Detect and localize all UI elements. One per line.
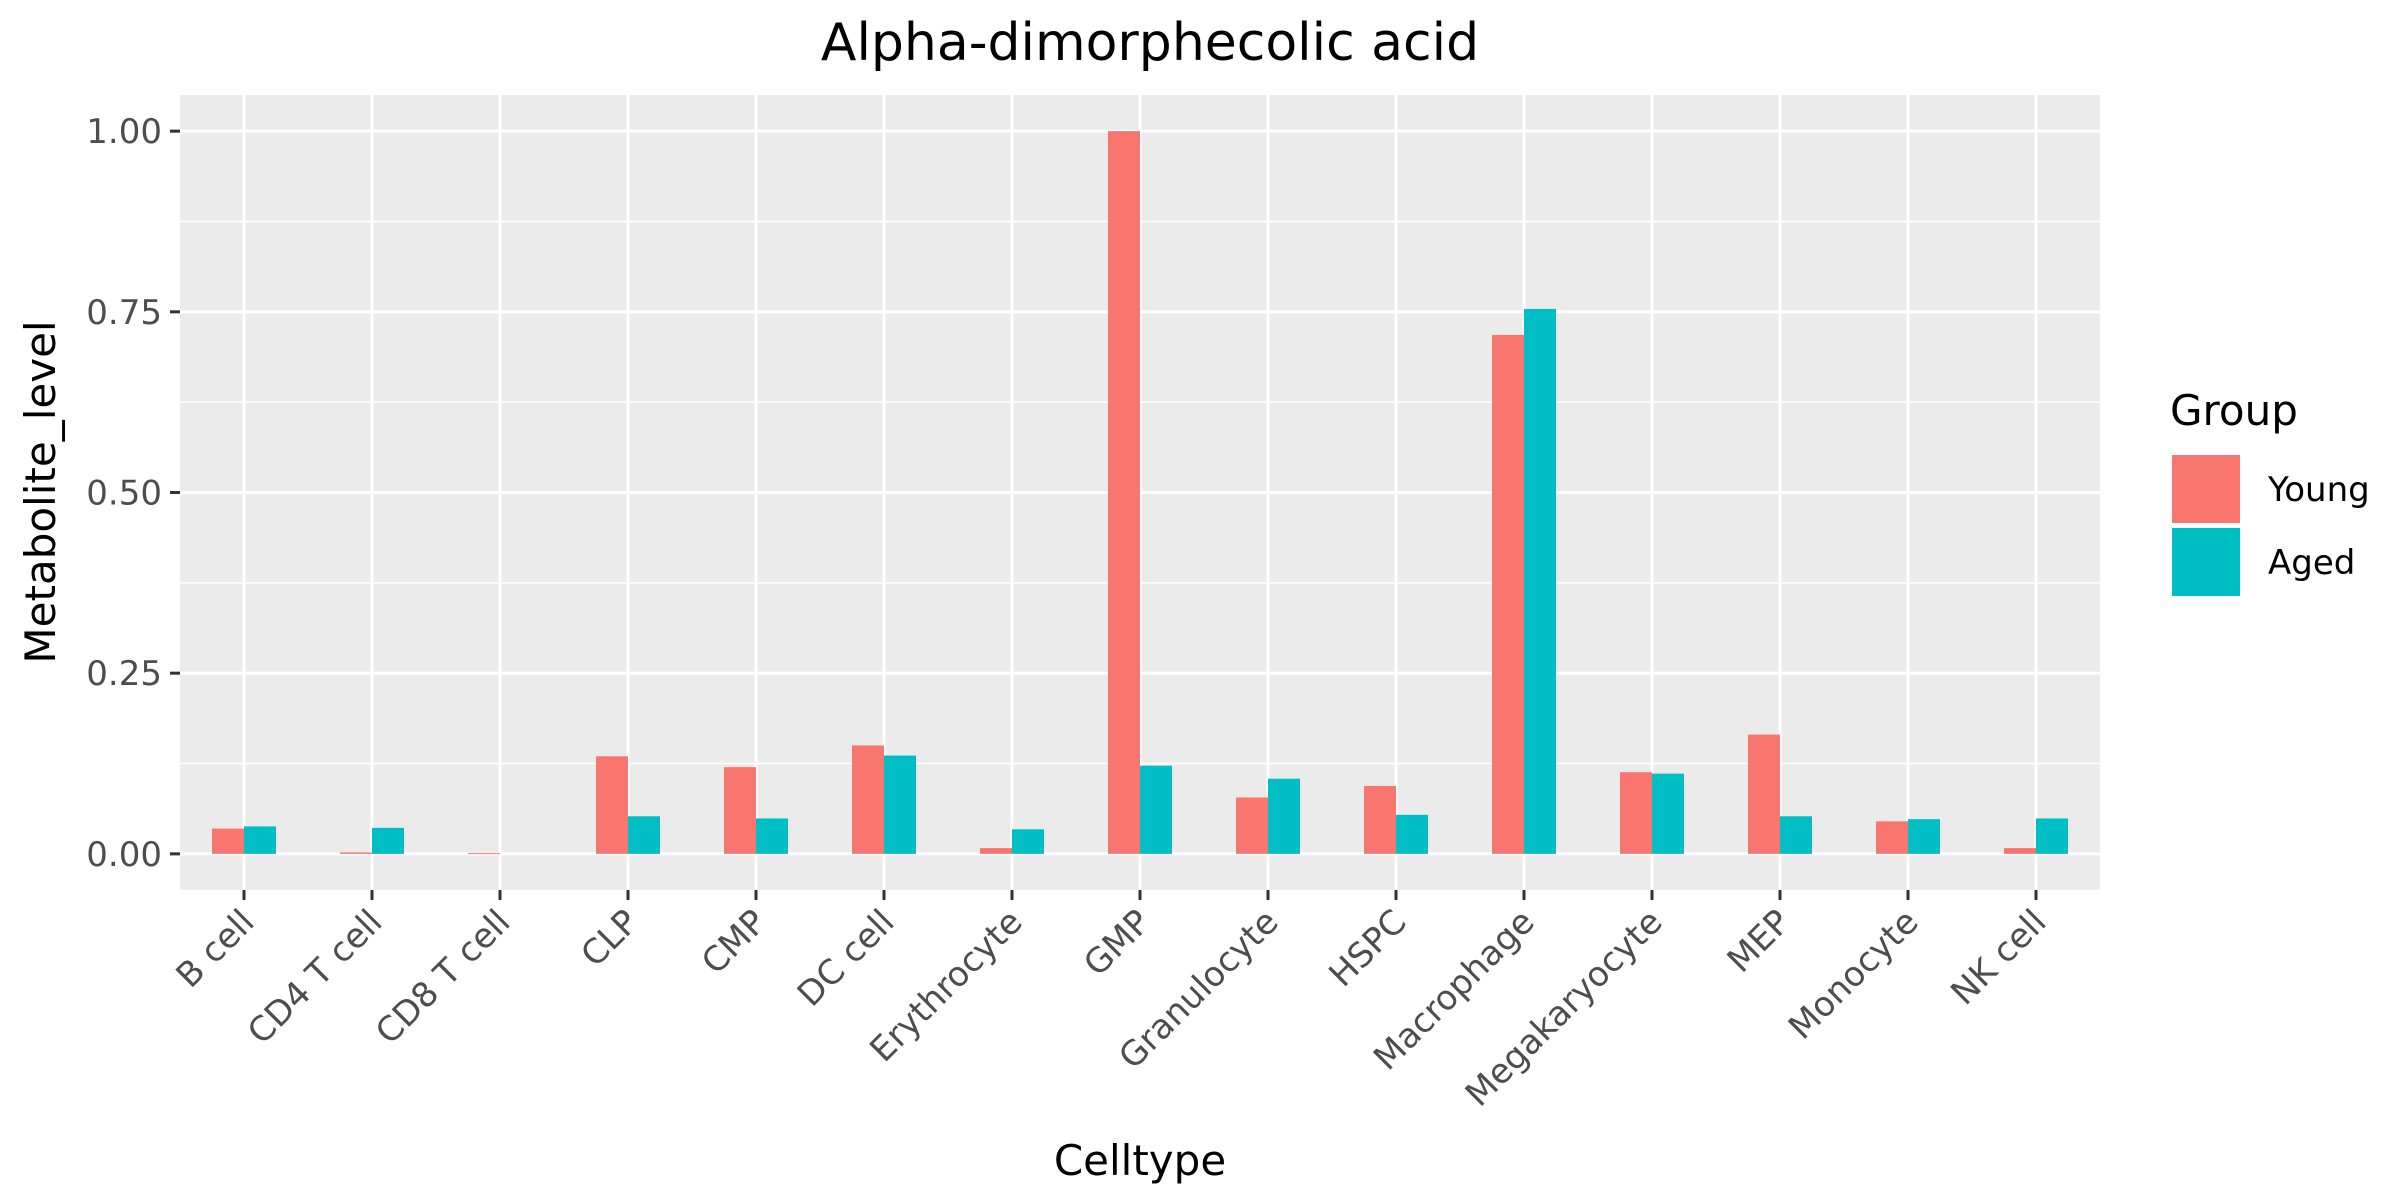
y-tick-label: 0.25 [86, 654, 162, 694]
x-tick-label: CMP [694, 902, 774, 982]
bar-young-macrophage [1492, 334, 1524, 854]
bar-aged-clp [628, 816, 660, 854]
bar-young-dc-cell [852, 745, 884, 854]
bar-aged-mep [1780, 816, 1812, 854]
bar-young-nk-cell [2004, 848, 2036, 854]
bar-aged-gmp [1140, 765, 1172, 854]
x-tick-label: MEP [1720, 902, 1799, 981]
bar-young-b-cell [212, 828, 244, 854]
bar-aged-granulocyte [1268, 778, 1300, 854]
bar-young-hspc [1364, 785, 1396, 854]
x-tick-label: NK cell [1943, 902, 2054, 1013]
bar-young-cd8-t-cell [468, 853, 500, 855]
bar-aged-megakaryocyte [1652, 773, 1684, 854]
bar-aged-dc-cell [884, 755, 916, 854]
bar-aged-nk-cell [2036, 818, 2068, 854]
bar-aged-erythrocyte [1012, 829, 1044, 854]
bar-young-gmp [1108, 131, 1140, 854]
legend-key-aged [2172, 528, 2240, 596]
x-tick-label: CD4 T cell [240, 902, 390, 1052]
legend: Group Young Aged [2170, 386, 2370, 596]
y-tick-label: 0.75 [86, 293, 162, 333]
bar-young-clp [596, 756, 628, 854]
legend-label-young: Young [2267, 470, 2370, 510]
bar-aged-cd4-t-cell [372, 827, 404, 854]
bar-young-megakaryocyte [1620, 772, 1652, 854]
y-tick-label: 1.00 [86, 112, 162, 152]
x-tick-label: CLP [573, 902, 646, 975]
y-axis-title: Metabolite_level [16, 320, 65, 663]
bar-young-granulocyte [1236, 797, 1268, 854]
x-tick-label: B cell [169, 902, 263, 996]
y-tick-label: 0.50 [86, 474, 162, 514]
x-tick-label: DC cell [790, 902, 903, 1015]
bar-aged-b-cell [244, 826, 276, 854]
x-tick-label: HSPC [1321, 902, 1414, 995]
y-axis: 0.00 0.25 0.50 0.75 1.00 [86, 112, 180, 875]
bar-aged-cmp [756, 818, 788, 854]
bar-young-cd4-t-cell [340, 852, 372, 854]
x-tick-label: Monocyte [1781, 902, 1926, 1047]
bar-young-mep [1748, 734, 1780, 854]
bar-young-cmp [724, 767, 756, 854]
bar-aged-monocyte [1908, 819, 1940, 854]
chart-title: Alpha-dimorphecolic acid [821, 13, 1479, 73]
bar-young-monocyte [1876, 821, 1908, 854]
bar-aged-macrophage [1524, 308, 1556, 854]
x-tick-label: CD8 T cell [368, 902, 518, 1052]
legend-title: Group [2170, 386, 2298, 435]
x-tick-label: GMP [1076, 902, 1158, 984]
legend-label-aged: Aged [2268, 543, 2355, 583]
bar-aged-hspc [1396, 814, 1428, 854]
legend-key-young [2172, 455, 2240, 523]
bars [212, 131, 2068, 855]
bar-young-erythrocyte [980, 848, 1012, 854]
y-tick-label: 0.00 [86, 835, 162, 875]
x-axis-title: Celltype [1054, 1136, 1226, 1185]
